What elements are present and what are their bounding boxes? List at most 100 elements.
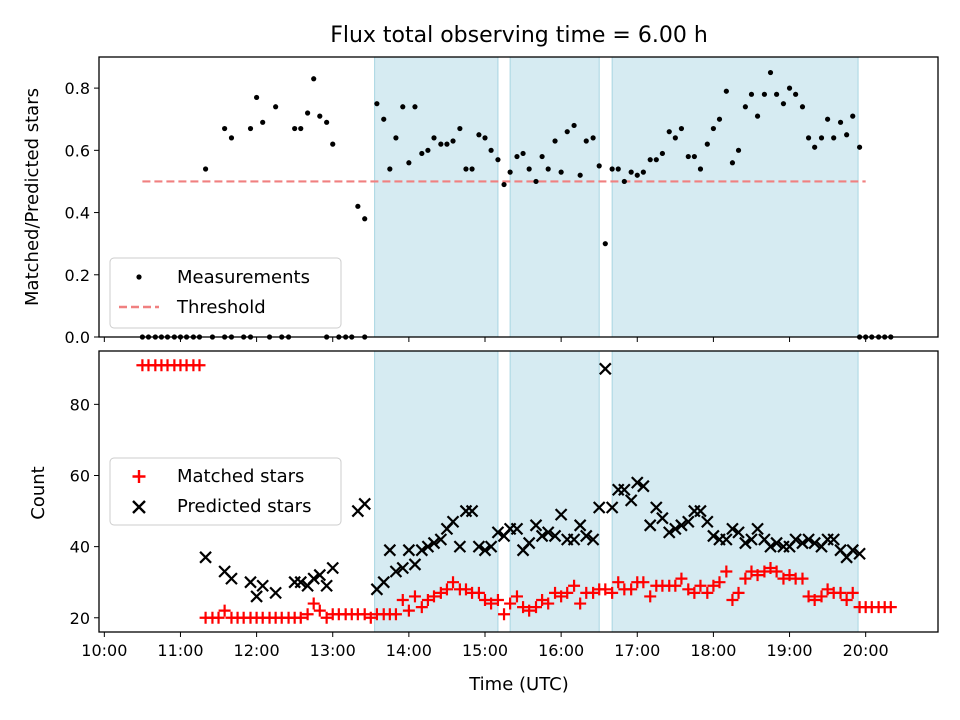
measurement-point (355, 203, 361, 209)
measurement-point (805, 135, 812, 141)
matched-star-point (644, 590, 657, 603)
predicted-star-point (567, 533, 581, 546)
matched-star-point (834, 586, 847, 599)
measurement-point (438, 141, 444, 147)
predicted-star-point (529, 519, 543, 532)
legend-measurements-marker (136, 274, 142, 280)
legend-threshold-label: Threshold (176, 297, 266, 318)
y-tick-label: 60 (70, 466, 90, 485)
predicted-star-point (707, 529, 720, 543)
predicted-star-point (701, 515, 714, 529)
measurement-point (856, 144, 863, 150)
measurement-point (596, 163, 602, 169)
shaded-interval (374, 57, 498, 337)
measurement-point (844, 132, 850, 138)
matched-star-point (694, 579, 707, 592)
predicted-star-point (656, 511, 669, 525)
x-tick-label: 17:00 (614, 641, 660, 660)
bottom-legend-box (109, 457, 342, 526)
measurement-point (520, 150, 526, 157)
matched-star-point (530, 601, 543, 614)
x-tick-label: 14:00 (386, 641, 432, 660)
measurement-point (202, 166, 209, 172)
predicted-star-point (427, 536, 441, 550)
y-tick-label: 0.4 (65, 204, 90, 223)
measurement-point (672, 135, 678, 141)
predicted-star-point (244, 575, 257, 589)
predicted-star-point (491, 526, 505, 539)
matched-star-point (440, 583, 453, 596)
measurement-point (526, 166, 532, 172)
predicted-star-point (739, 536, 752, 550)
measurement-point (374, 101, 380, 107)
matched-star-point (415, 601, 428, 614)
predicted-star-point (643, 519, 657, 532)
measurement-point (533, 178, 539, 185)
measurement-point (678, 125, 685, 132)
matched-star-point (193, 359, 206, 372)
predicted-star-point (421, 540, 435, 553)
measurement-point (609, 166, 615, 172)
predicted-star-point (269, 586, 282, 600)
matched-star-point (574, 597, 587, 610)
predicted-star-point (669, 522, 682, 536)
matched-star-point (491, 593, 504, 606)
matched-star-point (364, 611, 377, 624)
predicted-star-point (541, 526, 555, 539)
matched-star-point (777, 572, 790, 585)
legend-predicted-marker (132, 500, 146, 514)
measurement-point (799, 104, 806, 110)
measurement-point (647, 157, 653, 163)
measurement-point (621, 178, 627, 185)
matched-star-points (136, 359, 897, 624)
matched-star-point (682, 583, 695, 596)
measurement-point (330, 141, 336, 147)
matched-star-point (675, 572, 688, 585)
matched-star-point (459, 583, 472, 596)
matched-star-point (536, 593, 549, 606)
predicted-star-point (199, 551, 212, 564)
measurement-point (710, 125, 717, 132)
measurement-point (685, 153, 691, 160)
y-tick-label: 0.8 (65, 79, 90, 98)
top-legend-box (109, 257, 342, 329)
predicted-star-point (389, 565, 403, 578)
matched-star-point (751, 569, 764, 582)
predicted-star-point (624, 494, 638, 507)
measurement-point (431, 135, 437, 141)
predicted-star-point (446, 515, 460, 529)
matched-star-point (523, 604, 536, 617)
matched-star-point (783, 569, 796, 582)
measurement-point (742, 104, 748, 110)
measurement-point (831, 135, 837, 141)
top-panel-frame (98, 56, 939, 338)
legend-matched-marker (132, 470, 146, 483)
x-tick-label: 20:00 (843, 641, 889, 660)
x-tick-label: 15:00 (462, 641, 508, 660)
measurement-point (812, 144, 818, 150)
matched-star-point (815, 590, 828, 603)
predicted-star-point (465, 504, 479, 518)
legend-matched-label: Matched stars (177, 466, 304, 487)
measurement-point (773, 91, 780, 97)
predicted-star-point (535, 529, 549, 543)
measurement-point (362, 216, 368, 222)
measurement-point (298, 125, 304, 132)
measurement-point (729, 160, 736, 166)
predicted-star-point (326, 561, 340, 575)
bottom-panel: 20 40 60 80 10:00 11:00 12:00 13:00 14:00 15:00 16… (70, 350, 939, 660)
x-tick-label: 19:00 (766, 641, 812, 660)
matched-star-point (840, 593, 853, 606)
shaded-interval (374, 351, 498, 632)
measurement-point (311, 76, 317, 82)
predicted-star-point (586, 533, 600, 546)
top-legend: Measurements Threshold (109, 257, 342, 329)
matched-star-point (447, 576, 460, 589)
bottom-y-axis-label: Count (28, 466, 49, 519)
matched-star-point (808, 593, 821, 606)
matched-star-point (313, 604, 326, 617)
x-tick-label: 18:00 (690, 641, 736, 660)
shaded-interval (612, 351, 859, 632)
measurement-point (305, 110, 311, 116)
